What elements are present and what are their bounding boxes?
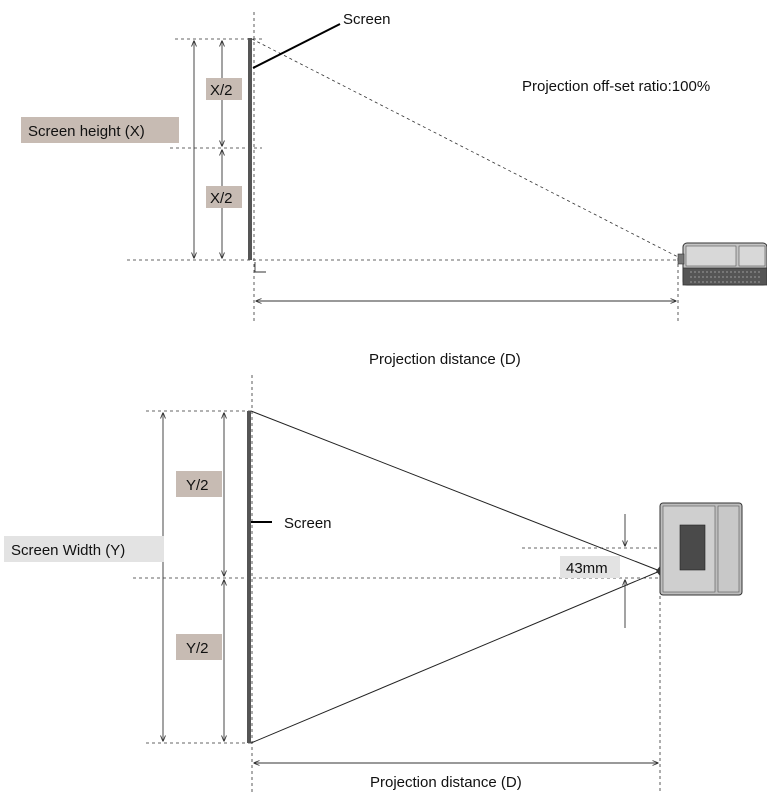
half-bottom-tag <box>206 186 242 208</box>
top-beam-upper <box>250 410 661 572</box>
top-beam-lower <box>250 570 661 744</box>
half-bottom-label: X/2 <box>210 190 233 207</box>
right-angle-mark <box>254 262 266 273</box>
side-screen-label: Screen <box>343 11 391 28</box>
top-screen <box>247 411 251 743</box>
top-screen-label: Screen <box>284 515 332 532</box>
offset-value-label: 43mm <box>566 560 608 577</box>
top-half-lower-label: Y/2 <box>186 640 209 657</box>
top-half-upper-label: Y/2 <box>186 477 209 494</box>
offset-ratio-label: Projection off-set ratio:100% <box>522 78 710 95</box>
screen-leader-line <box>252 23 341 69</box>
screen-height-tag <box>21 117 179 143</box>
screen-height-label: Screen height (X) <box>28 123 145 140</box>
side-view: Screen Screen height (X) X/2 X/2 Project… <box>21 11 767 368</box>
top-half-lower-tag <box>176 634 222 660</box>
side-distance-label: Projection distance (D) <box>369 351 521 368</box>
half-top-tag <box>206 78 242 100</box>
half-top-label: X/2 <box>210 82 233 99</box>
screen-width-label: Screen Width (Y) <box>11 542 125 559</box>
screen-width-tag <box>4 536 164 562</box>
top-distance-label: Projection distance (D) <box>370 774 522 791</box>
top-half-upper-tag <box>176 471 222 497</box>
side-screen <box>248 38 252 260</box>
projector-top-icon <box>656 502 743 596</box>
projector-side-icon <box>677 242 767 286</box>
side-beam-top <box>251 38 681 259</box>
top-view: Screen Screen Width (Y) Y/2 Y/2 43mm Pro… <box>4 375 743 792</box>
offset-tag <box>560 556 620 578</box>
